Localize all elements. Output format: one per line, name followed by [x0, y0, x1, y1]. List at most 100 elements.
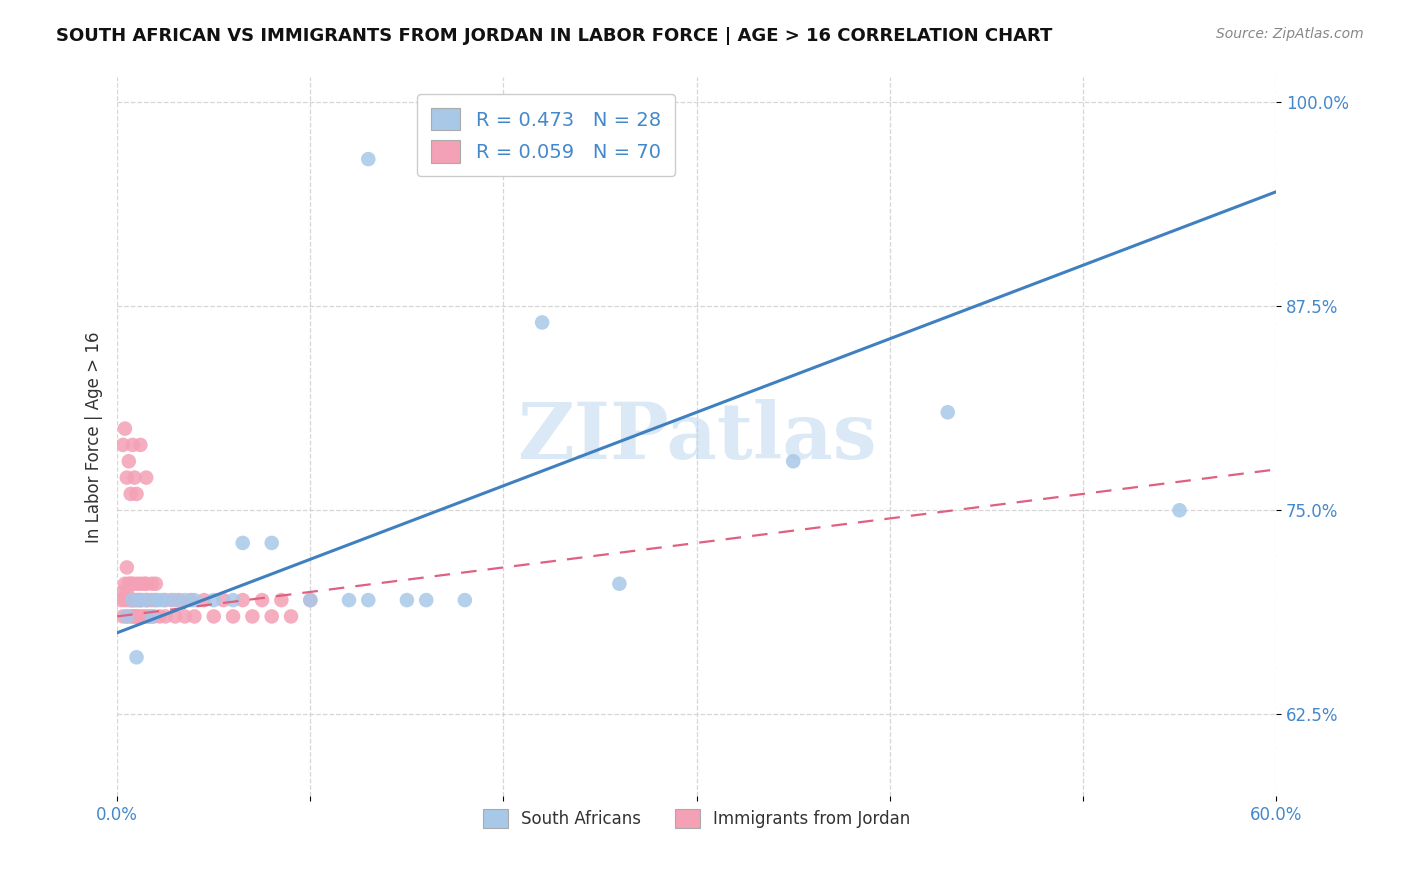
Legend: South Africans, Immigrants from Jordan: South Africans, Immigrants from Jordan — [477, 802, 917, 835]
Point — [173, 609, 195, 624]
Point — [167, 593, 190, 607]
Y-axis label: In Labor Force | Age > 16: In Labor Force | Age > 16 — [86, 331, 103, 542]
Point — [118, 593, 141, 607]
Point — [936, 405, 959, 419]
Point — [121, 438, 143, 452]
Point — [141, 593, 163, 607]
Point — [115, 560, 138, 574]
Point — [155, 609, 177, 624]
Point — [357, 593, 380, 607]
Point — [120, 576, 142, 591]
Point — [135, 470, 157, 484]
Point — [121, 576, 143, 591]
Point — [212, 593, 235, 607]
Point — [183, 609, 205, 624]
Point — [165, 593, 187, 607]
Point — [415, 593, 437, 607]
Point — [165, 609, 187, 624]
Point — [136, 593, 159, 607]
Point — [121, 609, 143, 624]
Point — [125, 576, 148, 591]
Point — [115, 585, 138, 599]
Point — [129, 576, 152, 591]
Point — [111, 585, 134, 599]
Point — [1168, 503, 1191, 517]
Point — [121, 593, 143, 607]
Point — [222, 609, 245, 624]
Point — [145, 593, 167, 607]
Point — [270, 593, 292, 607]
Point — [149, 609, 172, 624]
Point — [129, 593, 152, 607]
Point — [136, 609, 159, 624]
Point — [202, 609, 225, 624]
Point — [127, 609, 149, 624]
Point — [120, 593, 142, 607]
Point — [395, 593, 418, 607]
Point — [134, 576, 156, 591]
Point — [141, 576, 163, 591]
Point — [299, 593, 322, 607]
Point — [135, 593, 157, 607]
Point — [183, 593, 205, 607]
Point — [114, 576, 136, 591]
Point — [125, 609, 148, 624]
Point — [114, 593, 136, 607]
Point — [139, 609, 162, 624]
Point — [135, 576, 157, 591]
Point — [125, 650, 148, 665]
Point — [125, 487, 148, 501]
Point — [260, 609, 283, 624]
Point — [149, 593, 172, 607]
Point — [125, 609, 148, 624]
Point — [299, 593, 322, 607]
Point — [232, 593, 254, 607]
Point — [118, 576, 141, 591]
Text: SOUTH AFRICAN VS IMMIGRANTS FROM JORDAN IN LABOR FORCE | AGE > 16 CORRELATION CH: SOUTH AFRICAN VS IMMIGRANTS FROM JORDAN … — [56, 27, 1053, 45]
Point — [193, 593, 215, 607]
Point — [280, 609, 302, 624]
Point — [232, 536, 254, 550]
Point — [115, 609, 138, 624]
Point — [120, 609, 142, 624]
Point — [115, 609, 138, 624]
Point — [222, 593, 245, 607]
Point — [118, 454, 141, 468]
Point — [454, 593, 477, 607]
Point — [111, 438, 134, 452]
Point — [145, 576, 167, 591]
Point — [115, 470, 138, 484]
Point — [110, 593, 132, 607]
Point — [173, 593, 195, 607]
Point — [124, 609, 146, 624]
Point — [131, 593, 153, 607]
Point — [180, 593, 202, 607]
Point — [127, 593, 149, 607]
Point — [242, 609, 264, 624]
Point — [125, 593, 148, 607]
Point — [129, 438, 152, 452]
Point — [120, 487, 142, 501]
Point — [131, 609, 153, 624]
Point — [155, 593, 177, 607]
Point — [111, 609, 134, 624]
Point — [114, 421, 136, 435]
Point — [135, 593, 157, 607]
Point — [141, 609, 163, 624]
Point — [202, 593, 225, 607]
Point — [129, 593, 152, 607]
Point — [152, 593, 174, 607]
Point — [142, 609, 165, 624]
Point — [134, 609, 156, 624]
Point — [121, 593, 143, 607]
Point — [782, 454, 804, 468]
Text: ZIPatlas: ZIPatlas — [517, 399, 876, 475]
Point — [260, 536, 283, 550]
Point — [124, 593, 146, 607]
Point — [357, 152, 380, 166]
Point — [160, 593, 183, 607]
Point — [250, 593, 273, 607]
Point — [609, 576, 631, 591]
Text: Source: ZipAtlas.com: Source: ZipAtlas.com — [1216, 27, 1364, 41]
Point — [124, 470, 146, 484]
